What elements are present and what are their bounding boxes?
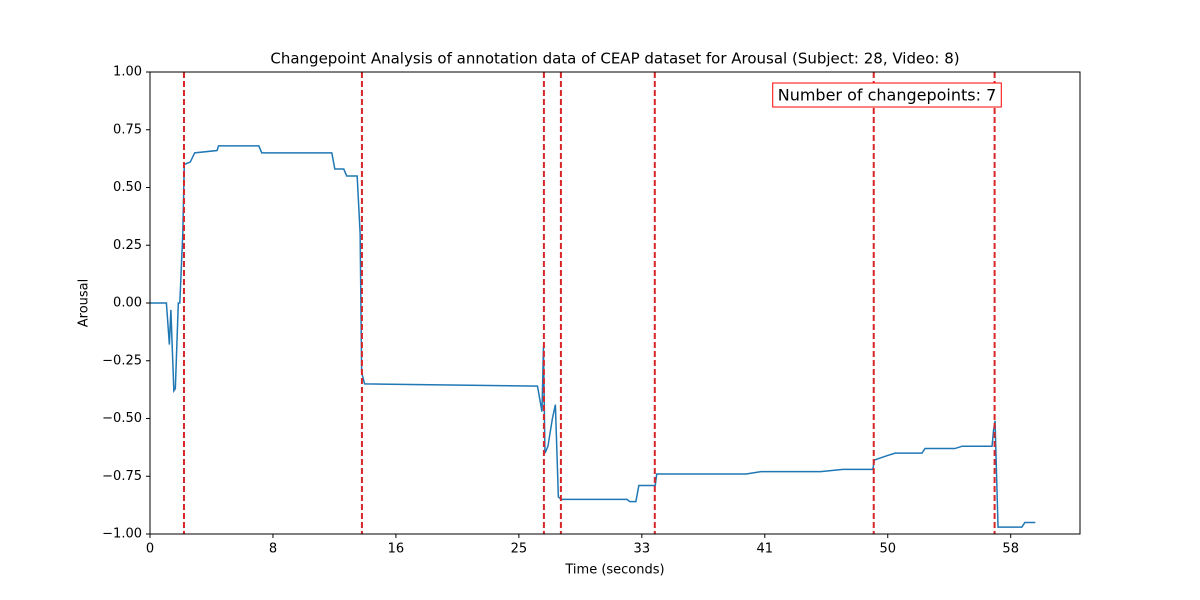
y-tick-label: −0.75 (102, 469, 142, 484)
y-tick-label: 1.00 (113, 65, 142, 80)
y-tick-label: 0.00 (113, 296, 142, 311)
x-tick-label: 0 (146, 542, 154, 557)
x-tick-label: 50 (879, 542, 896, 557)
x-axis-label: Time (seconds) (564, 563, 664, 578)
x-tick-label: 58 (1002, 542, 1019, 557)
data-line (150, 145, 1036, 528)
y-tick-label: −0.50 (102, 411, 142, 426)
x-tick-label: 16 (388, 542, 405, 557)
y-tick-label: −0.25 (102, 353, 142, 368)
x-tick-label: 33 (634, 542, 651, 557)
y-tick-label: −1.00 (102, 527, 142, 542)
y-tick-label: 0.75 (113, 122, 142, 137)
annotation: Number of changepoints: 7 (778, 86, 997, 105)
x-tick-label: 25 (511, 542, 528, 557)
annotation-box (772, 82, 1002, 108)
y-tick-label: 0.50 (113, 180, 142, 195)
y-tick-label: 0.25 (113, 238, 142, 253)
x-tick-label: 8 (269, 542, 277, 557)
x-tick-label: 41 (757, 542, 774, 557)
chart-title: Changepoint Analysis of annotation data … (270, 50, 959, 68)
plot-frame (149, 71, 1081, 535)
y-axis-label: Arousal (77, 279, 92, 328)
